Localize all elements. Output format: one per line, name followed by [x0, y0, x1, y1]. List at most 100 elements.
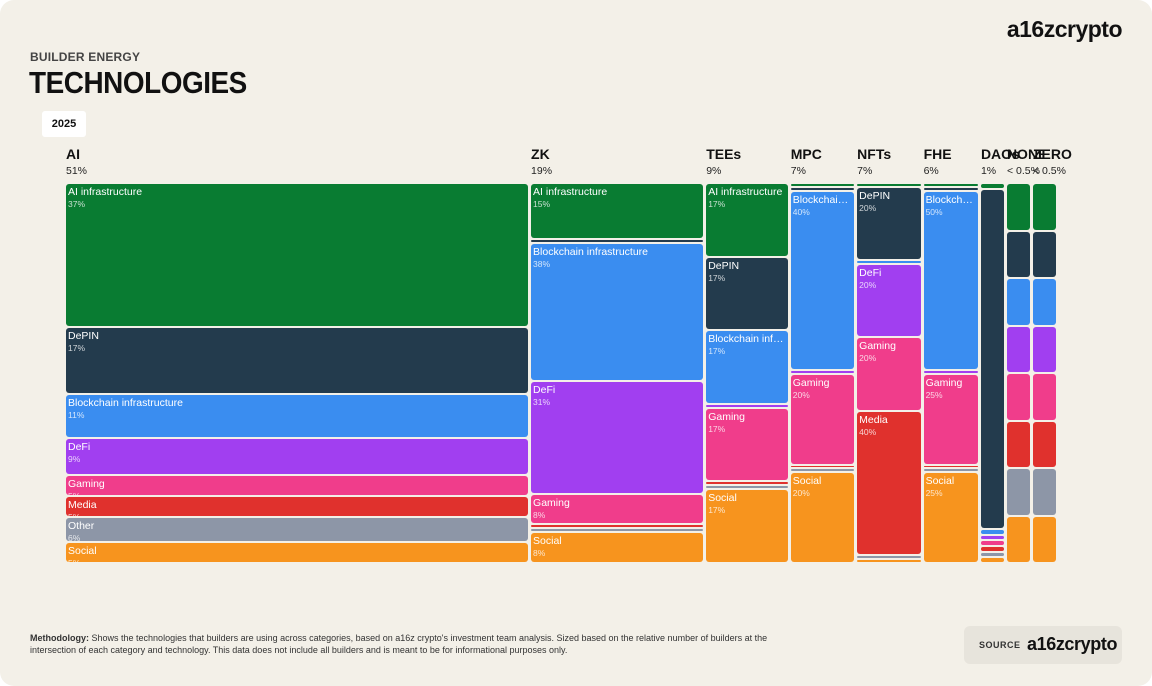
- column-name: NONE: [1006, 146, 1048, 162]
- segment-value: 20%: [859, 202, 877, 213]
- segment: [980, 558, 1004, 562]
- segment-value: 38%: [533, 258, 551, 269]
- column-name: TEEs: [706, 146, 742, 162]
- segment: [706, 404, 788, 407]
- segment: [1032, 279, 1056, 325]
- segment-name: Blockchain infrastructure: [533, 245, 649, 258]
- segment: Social 20%: [790, 473, 855, 562]
- segment: [857, 261, 921, 264]
- column-share: 7%: [857, 165, 873, 177]
- segment: Other 6%: [66, 517, 529, 541]
- segment-name: DeFi: [533, 383, 556, 396]
- source-box: SOURCE a16zcrypto: [964, 626, 1122, 664]
- segment: [1032, 326, 1056, 372]
- segment: [1006, 374, 1030, 420]
- segment-name: Other: [68, 519, 95, 532]
- segment: [923, 187, 978, 190]
- segment-value: 50%: [925, 206, 943, 217]
- segment: [857, 560, 921, 562]
- segment-name: Gaming: [792, 376, 830, 389]
- segment: DeFi 31%: [531, 381, 704, 493]
- segment: [1006, 326, 1030, 372]
- segment: [980, 535, 1004, 540]
- segment: [923, 184, 978, 186]
- segment: [531, 525, 704, 528]
- column-share: < 0.5%: [1006, 165, 1040, 177]
- segment-name: DePIN: [68, 329, 99, 342]
- segment-name: Gaming: [533, 496, 570, 509]
- segment: [980, 189, 1004, 529]
- segment: [1032, 516, 1056, 562]
- period-chip: 2025: [42, 111, 86, 137]
- segment: [790, 184, 855, 186]
- column-name: MPC: [790, 146, 822, 162]
- segment: Social5%: [66, 542, 529, 562]
- segment: [1032, 421, 1056, 467]
- segment-value: 31%: [533, 396, 551, 407]
- segment-value: 17%: [708, 199, 726, 209]
- segment: Blockchain infrastructure 38%: [531, 243, 704, 380]
- segment-name: Social: [792, 475, 822, 488]
- segment: [1006, 184, 1030, 230]
- segment: Gaming5%: [66, 475, 529, 495]
- segment: Other< 0.5%: [790, 469, 855, 472]
- segment: DeFi 20%: [857, 265, 921, 337]
- segment-value: 20%: [792, 488, 810, 499]
- column-share: 7%: [790, 165, 806, 177]
- segment: AI infrastructure 17%: [706, 184, 788, 256]
- segment-name: Blockchain infrastructure: [708, 333, 786, 346]
- segment-value: 5%: [68, 512, 80, 516]
- column-name: NFTs: [857, 146, 892, 162]
- source-label: SOURCE: [979, 640, 1021, 650]
- segment: [790, 187, 855, 190]
- segment-name: Social: [925, 475, 955, 488]
- segment-value: 17%: [708, 346, 726, 357]
- segment: Gaming 20%: [790, 374, 855, 464]
- segment-value: 5%: [68, 558, 80, 562]
- segment: [1032, 184, 1056, 230]
- segment: Media5%: [66, 496, 529, 516]
- segment: [980, 552, 1004, 557]
- segment-name: Blockchain infrastructure: [68, 396, 183, 409]
- segment: [1006, 279, 1030, 325]
- segment-value: 25%: [925, 488, 943, 499]
- segment: [980, 530, 1004, 534]
- segment-value: 15%: [533, 199, 551, 209]
- segment: Media 40%: [857, 411, 921, 555]
- column: AI infrastructure 17% DePIN 17% Blockchain i…: [706, 184, 788, 562]
- column-name: AI: [66, 146, 80, 162]
- segment: [531, 529, 704, 532]
- segment-value: 40%: [792, 206, 810, 217]
- segment-value: 20%: [859, 353, 877, 364]
- segment-value: 25%: [925, 389, 943, 400]
- brand-logo: a16zcrypto: [1006, 16, 1123, 42]
- segment-name: Media: [68, 498, 97, 511]
- segment-name: Gaming: [925, 376, 963, 389]
- segment-value: 37%: [68, 199, 86, 209]
- segment-name: Gaming: [708, 410, 745, 423]
- segment-name: Social: [68, 544, 97, 557]
- segment-name: DePIN: [708, 259, 740, 272]
- column-name: DAOs: [980, 146, 1020, 162]
- segment: [857, 184, 921, 186]
- column-share: 9%: [706, 165, 722, 177]
- segment: [923, 371, 978, 373]
- segment-value: 5%: [68, 491, 80, 495]
- segment: Gaming 20%: [857, 338, 921, 410]
- column: DePIN 20% DeFi 20% Gaming 20% Media 40%: [857, 184, 921, 562]
- segment: Gaming 8%: [531, 494, 704, 524]
- segment-value: 17%: [708, 272, 726, 283]
- source-logo: a16zcrypto: [1027, 634, 1118, 654]
- segment: [1006, 421, 1030, 467]
- segment: [531, 239, 704, 242]
- methodology: Methodology: Shows the technologies that…: [30, 632, 800, 656]
- segment: Blockchain infrastructure50%: [923, 191, 978, 369]
- segment: [857, 556, 921, 558]
- segment: AI infrastructure 37%: [66, 184, 529, 326]
- segment: Gaming 25%: [923, 374, 978, 464]
- segment: DeFi 9%: [66, 439, 529, 474]
- segment-value: 17%: [68, 342, 86, 353]
- segment-name: Social: [708, 492, 737, 505]
- segment-name: Gaming: [859, 340, 896, 353]
- chart-title: TECHNOLOGIES: [29, 65, 247, 100]
